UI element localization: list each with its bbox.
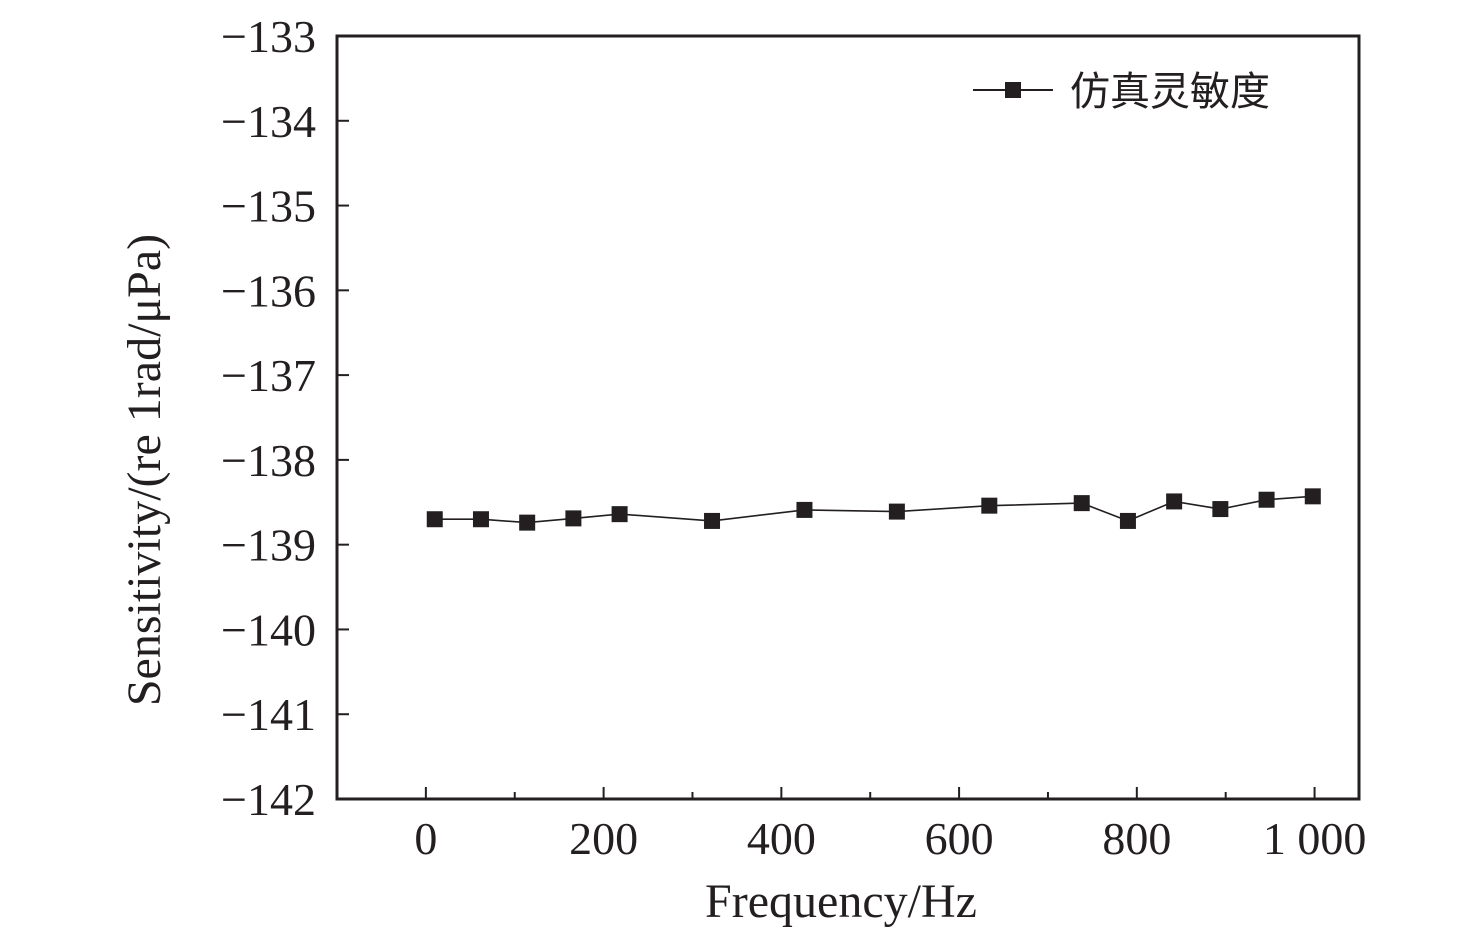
data-point-marker xyxy=(472,511,489,528)
legend: 仿真灵敏度 xyxy=(973,69,1270,115)
data-point-marker xyxy=(426,511,443,528)
x-axis-title: Frequency/Hz xyxy=(705,875,977,928)
plot-frame xyxy=(335,34,1361,801)
data-point-marker xyxy=(1119,512,1136,529)
y-tick-label: −142 xyxy=(221,774,316,825)
y-tick-label: −134 xyxy=(221,96,316,147)
legend-marker xyxy=(1005,82,1021,98)
data-point-marker xyxy=(519,514,536,531)
y-tick-label: −136 xyxy=(221,265,316,316)
data-point-marker xyxy=(1073,495,1090,512)
y-tick-label: −139 xyxy=(221,520,316,571)
y-tick-label: −138 xyxy=(221,435,316,486)
x-tick-label: 600 xyxy=(925,813,994,864)
x-tick-label: 400 xyxy=(747,813,816,864)
y-tick-label: −137 xyxy=(221,350,316,401)
y-tick-label: −135 xyxy=(221,181,316,232)
data-point-marker xyxy=(611,506,628,523)
x-axis-ticks: 0 200 400 600 800 1 000 xyxy=(336,787,1367,864)
x-tick-label: 1 000 xyxy=(1263,813,1367,864)
data-point-marker xyxy=(796,501,813,518)
plot-series xyxy=(426,488,1321,531)
y-tick-label: −141 xyxy=(221,689,316,740)
data-point-marker xyxy=(704,512,721,529)
y-axis-ticks: −133 −134 −135 −136 −137 −138 −139 −140 −141 −142 xyxy=(221,11,349,825)
legend-label: 仿真灵敏度 xyxy=(1070,69,1270,115)
y-tick-label: −140 xyxy=(221,604,316,655)
y-axis-title: Sensitivity/(re 1rad/μPa) xyxy=(118,234,171,706)
data-point-marker xyxy=(1166,493,1183,510)
data-point-marker xyxy=(888,503,905,520)
data-point-marker xyxy=(1258,491,1275,508)
x-tick-label: 800 xyxy=(1102,813,1171,864)
data-point-marker xyxy=(1304,488,1321,505)
x-tick-label: 200 xyxy=(569,813,638,864)
y-tick-label: −133 xyxy=(221,11,316,62)
x-tick-label: 0 xyxy=(414,813,437,864)
data-point-marker xyxy=(565,510,582,527)
data-point-marker xyxy=(981,497,998,514)
data-point-marker xyxy=(1212,501,1229,518)
